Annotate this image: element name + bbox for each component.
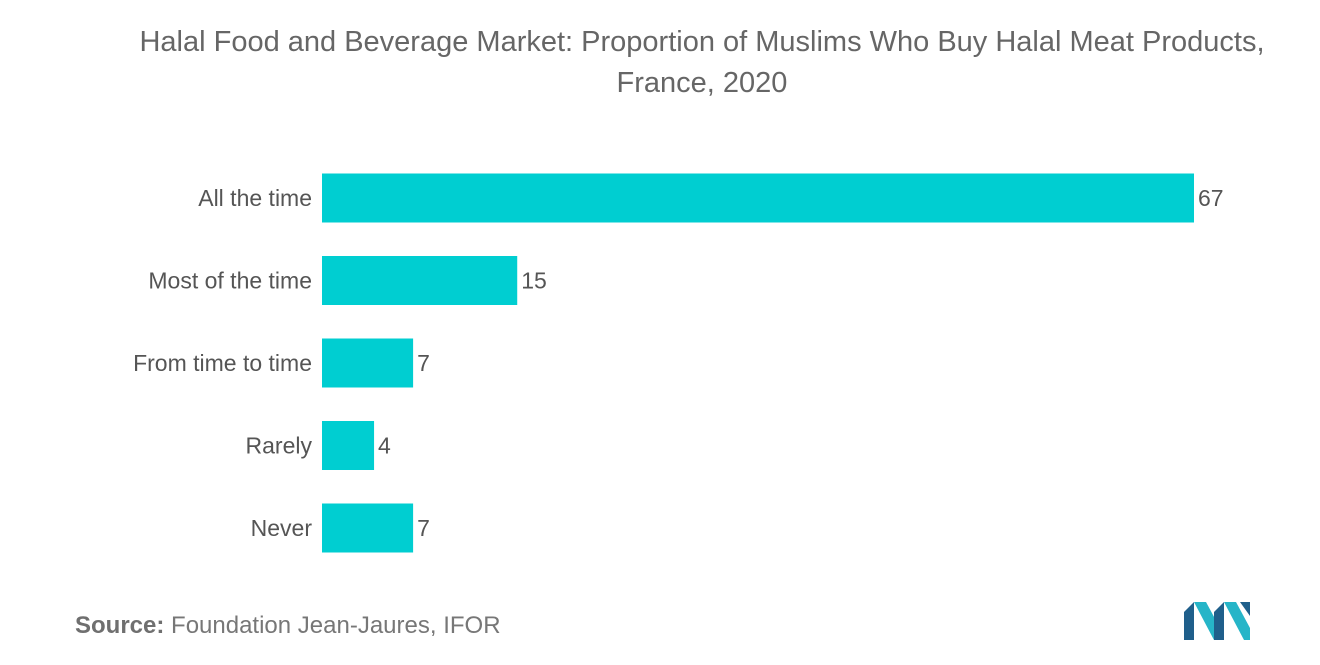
value-label-rarely: 4 (378, 433, 391, 459)
bar-never (322, 503, 414, 553)
bar-rarely (322, 421, 375, 470)
bar-chart: All the time 67 Most of the time 15 From tim… (133, 173, 1224, 553)
category-label-rarely: Rarely (246, 433, 313, 459)
bar-most-of-the-time (322, 256, 518, 305)
value-label-from-time-to-time: 7 (417, 350, 430, 376)
source-label: Source: (75, 612, 165, 639)
bar-from-time-to-time (322, 338, 414, 388)
value-label-all-the-time: 67 (1198, 185, 1224, 211)
value-label-never: 7 (417, 515, 430, 541)
category-label-never: Never (251, 515, 313, 541)
category-label-all-the-time: All the time (198, 185, 312, 211)
bar-all-the-time (322, 173, 1194, 223)
category-label-most-of-the-time: Most of the time (148, 268, 312, 294)
source-text: Foundation Jean-Jaures, IFOR (171, 612, 501, 639)
value-label-most-of-the-time: 15 (521, 268, 547, 294)
chart-title: Halal Food and Beverage Market: Proporti… (139, 26, 1265, 99)
mordor-intelligence-logo-icon (1184, 602, 1250, 640)
category-label-from-time-to-time: From time to time (133, 350, 312, 376)
source-line: Source: Foundation Jean-Jaures, IFOR (75, 612, 501, 640)
